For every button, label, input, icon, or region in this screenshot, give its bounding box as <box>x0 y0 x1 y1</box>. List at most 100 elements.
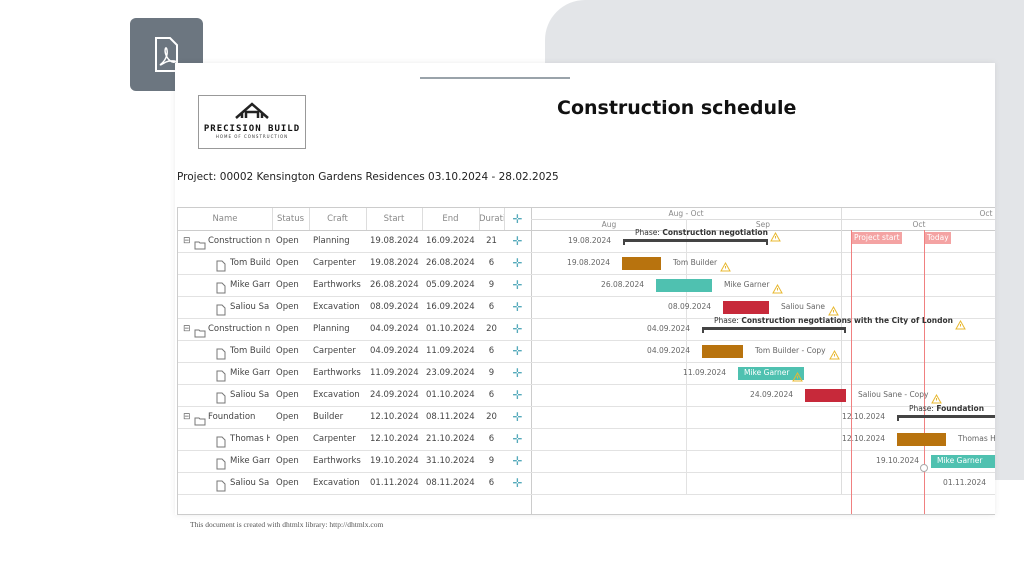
task-start: 08.09.2024 <box>370 302 419 312</box>
phase-prefix: Phase: <box>909 404 934 413</box>
task-duration: 20 <box>486 324 497 334</box>
add-icon: ✛ <box>512 278 523 292</box>
phase-label: Phase: Foundation <box>909 404 984 414</box>
logo-tagline: HOME OF CONSTRUCTION <box>215 134 289 139</box>
column-header: Craft <box>327 214 348 224</box>
grid-line <box>178 340 995 341</box>
task-duration: 6 <box>488 434 495 444</box>
task-end: 16.09.2024 <box>426 302 475 312</box>
task-bar <box>622 257 661 270</box>
grid-line <box>479 208 480 230</box>
task-status: Open <box>276 478 299 488</box>
document <box>175 63 995 515</box>
task-status: Open <box>276 456 299 466</box>
phase-bar <box>623 239 768 242</box>
task-status: Open <box>276 302 299 312</box>
task-duration: 6 <box>488 346 495 356</box>
grid-line <box>422 208 423 230</box>
marker-label: Today <box>925 232 951 244</box>
add-icon: ✛ <box>512 344 523 358</box>
logo-name: PRECISION BUILD <box>203 124 301 134</box>
task-name: Mike Garner <box>230 456 270 466</box>
grid-line <box>851 230 852 514</box>
task-craft: Excavation <box>313 390 360 400</box>
date-label: 04.09.2024 <box>647 346 690 355</box>
add-icon: ✛ <box>512 410 523 424</box>
task-status: Open <box>276 390 299 400</box>
task-end: 23.09.2024 <box>426 368 475 378</box>
task-craft: Excavation <box>313 478 360 488</box>
scale-top: Aug - Oct <box>668 209 704 218</box>
task-craft: Earthworks <box>313 368 361 378</box>
grid-line <box>178 362 995 363</box>
folder-icon <box>194 411 206 430</box>
file-icon <box>216 301 226 320</box>
file-icon <box>216 279 226 298</box>
bar-label: Tom Builder - Copy <box>755 346 826 355</box>
phase-label: Phase: Construction negotiations with th… <box>714 316 953 326</box>
warning-icon <box>955 315 966 334</box>
phase-bar <box>897 415 995 418</box>
grid-line <box>309 208 310 230</box>
task-status: Open <box>276 324 299 334</box>
grid-line <box>178 472 995 473</box>
task-craft: Carpenter <box>313 434 356 444</box>
phase-tick <box>897 415 899 421</box>
task-status: Open <box>276 434 299 444</box>
task-bar <box>805 389 846 402</box>
task-duration: 6 <box>488 478 495 488</box>
task-name: Construction negotiations with the City … <box>208 324 270 334</box>
task-craft: Planning <box>313 324 350 334</box>
task-end: 16.09.2024 <box>426 236 475 246</box>
grid-line <box>178 406 995 407</box>
add-icon: ✛ <box>512 300 523 314</box>
collapse-toggle: ⊟ <box>183 412 191 422</box>
grid-line <box>366 208 367 230</box>
phase-prefix: Phase: <box>714 316 739 325</box>
date-label: 19.08.2024 <box>567 258 610 267</box>
warning-icon <box>829 345 840 364</box>
task-end: 01.10.2024 <box>426 324 475 334</box>
date-label: 26.08.2024 <box>601 280 644 289</box>
task-craft: Carpenter <box>313 258 356 268</box>
date-label: 08.09.2024 <box>668 302 711 311</box>
grid-line <box>178 428 995 429</box>
warning-icon <box>931 389 942 408</box>
task-start: 11.09.2024 <box>370 368 419 378</box>
grid-line <box>178 384 995 385</box>
add-icon: ✛ <box>512 256 523 270</box>
grid-line <box>531 219 995 220</box>
task-duration: 9 <box>488 456 495 466</box>
footer: This document is created with dhtmlx lib… <box>190 520 384 529</box>
task-craft: Carpenter <box>313 346 356 356</box>
task-duration: 20 <box>486 412 497 422</box>
task-start: 12.10.2024 <box>370 412 419 422</box>
task-status: Open <box>276 258 299 268</box>
date-label: 24.09.2024 <box>750 390 793 399</box>
phase-tick <box>623 239 625 245</box>
task-duration: 6 <box>488 258 495 268</box>
folder-icon <box>194 323 206 342</box>
task-start: 24.09.2024 <box>370 390 419 400</box>
task-start: 19.08.2024 <box>370 258 419 268</box>
phase-tick <box>702 327 704 333</box>
phase-tick <box>844 327 846 333</box>
grid-line <box>272 208 273 230</box>
grid-line <box>178 274 995 275</box>
task-craft: Earthworks <box>313 280 361 290</box>
task-craft: Builder <box>313 412 344 422</box>
task-craft: Earthworks <box>313 456 361 466</box>
task-end: 08.11.2024 <box>426 412 475 422</box>
task-status: Open <box>276 412 299 422</box>
grid-line <box>178 494 995 495</box>
date-label: 19.10.2024 <box>876 456 919 465</box>
grid-line <box>178 450 995 451</box>
task-craft: Planning <box>313 236 350 246</box>
bar-label: Mike Garner <box>744 368 790 377</box>
task-status: Open <box>276 236 299 246</box>
column-header: Status <box>276 214 305 224</box>
add-icon: ✛ <box>512 388 523 402</box>
bar-label: Mike Garner <box>937 456 983 465</box>
task-end: 31.10.2024 <box>426 456 475 466</box>
logo: PRECISION BUILD HOME OF CONSTRUCTION <box>198 95 306 149</box>
